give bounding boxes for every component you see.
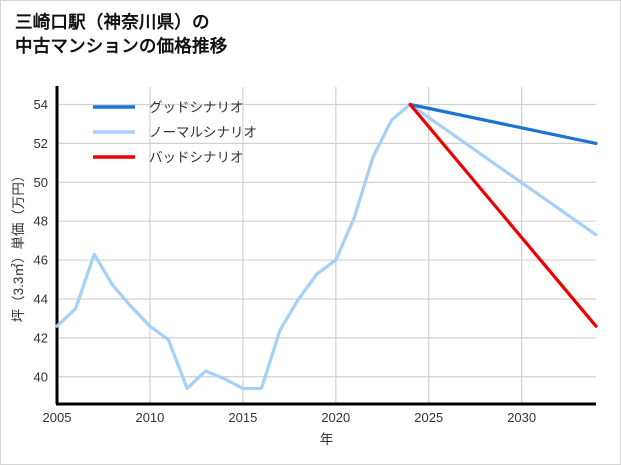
data-series bbox=[55, 102, 598, 391]
series-line-bad bbox=[408, 102, 598, 328]
x-tick-label: 2025 bbox=[414, 410, 443, 425]
y-tick-label: 44 bbox=[34, 291, 48, 306]
y-axis-title: 坪（3.3㎡）単価（万円） bbox=[11, 169, 26, 323]
y-tick-label: 54 bbox=[34, 97, 48, 112]
y-tick-label: 42 bbox=[34, 330, 48, 345]
axis-lines bbox=[55, 86, 596, 406]
x-tick-label: 2015 bbox=[228, 410, 257, 425]
y-tick-label: 52 bbox=[34, 136, 48, 151]
legend-label: ノーマルシナリオ bbox=[149, 125, 257, 140]
gridlines bbox=[56, 87, 596, 404]
legend-label: グッドシナリオ bbox=[149, 100, 244, 115]
legend-label: バッドシナリオ bbox=[149, 150, 244, 165]
y-tick-label: 48 bbox=[34, 214, 48, 229]
x-axis-title: 年 bbox=[320, 432, 334, 447]
y-tick-label: 46 bbox=[34, 253, 48, 268]
x-tick-label: 2030 bbox=[507, 410, 536, 425]
series-line-normal bbox=[55, 102, 598, 391]
page-title: 三崎口駅（神奈川県）の 中古マンションの価格推移 bbox=[15, 12, 228, 57]
series-line-good bbox=[408, 102, 598, 145]
y-tick-labels: 40 42 44 46 48 50 52 54 bbox=[34, 97, 48, 384]
x-tick-label: 2020 bbox=[321, 410, 350, 425]
y-tick-label: 50 bbox=[34, 175, 48, 190]
x-tick-label: 2005 bbox=[43, 410, 72, 425]
x-tick-labels: 2005 2010 2015 2020 2025 2030 bbox=[43, 410, 537, 425]
axis-titles: 年 坪（3.3㎡）単価（万円） bbox=[11, 169, 333, 447]
x-tick-label: 2010 bbox=[135, 410, 164, 425]
y-tick-label: 40 bbox=[34, 369, 48, 384]
